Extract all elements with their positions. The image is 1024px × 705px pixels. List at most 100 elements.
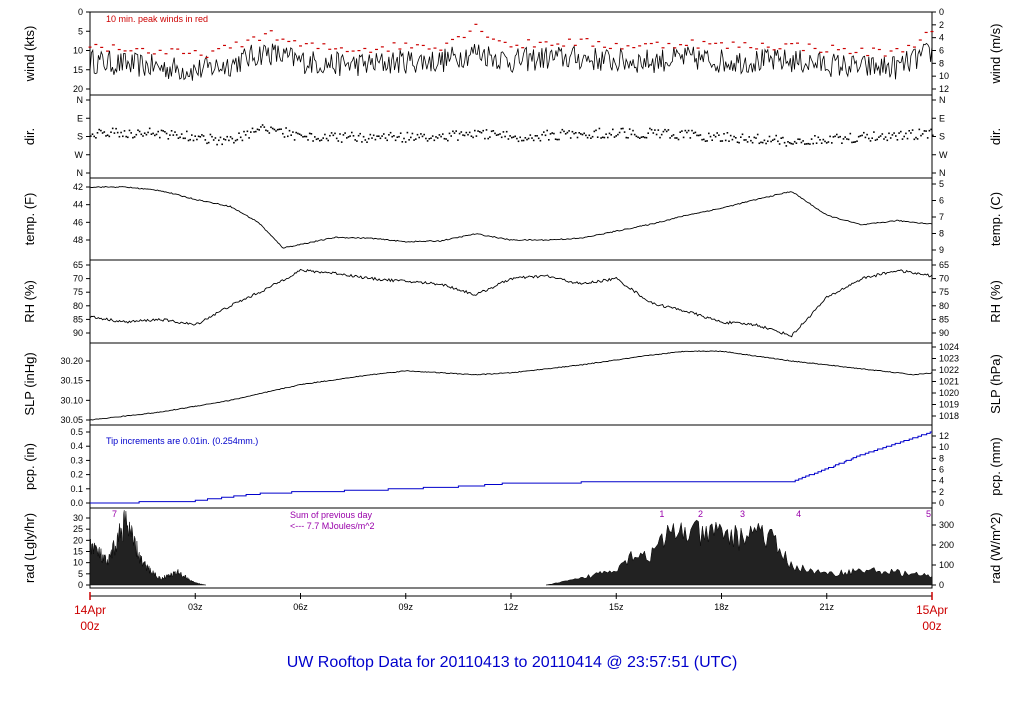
dir-point bbox=[873, 131, 875, 133]
dir-point bbox=[869, 140, 872, 142]
dir-point bbox=[236, 138, 239, 141]
dir-point bbox=[140, 133, 143, 136]
dir-point bbox=[785, 145, 788, 147]
dir-point bbox=[186, 130, 188, 133]
dir-point bbox=[426, 140, 429, 142]
dir-point bbox=[849, 132, 852, 135]
dir-point bbox=[763, 139, 766, 142]
slp-line bbox=[89, 350, 933, 421]
dir-point bbox=[928, 129, 931, 132]
dir-point bbox=[578, 132, 580, 134]
dir-point bbox=[423, 133, 425, 136]
dir-point bbox=[324, 133, 326, 136]
dir-point bbox=[276, 128, 279, 131]
dir-point bbox=[883, 138, 885, 140]
dir-point bbox=[162, 130, 164, 132]
dir-point bbox=[539, 139, 542, 142]
dir-point bbox=[474, 129, 476, 132]
dir-point bbox=[898, 132, 900, 134]
dir-point bbox=[534, 135, 537, 137]
rad-left-tick-label: 5 bbox=[78, 569, 83, 579]
dir-point bbox=[529, 134, 532, 136]
dir-point bbox=[366, 141, 368, 143]
dir-point bbox=[655, 133, 658, 136]
dir-point bbox=[463, 134, 466, 137]
rad-sum-value: <--- 7.7 MJoules/m^2 bbox=[290, 521, 375, 531]
dir-point bbox=[605, 133, 607, 135]
temp-line bbox=[89, 186, 933, 249]
dir-point bbox=[332, 134, 335, 137]
rh-right-tick-label: 65 bbox=[939, 260, 949, 270]
dir-point bbox=[389, 131, 392, 134]
dir-point bbox=[123, 130, 126, 132]
dir-point bbox=[256, 128, 259, 131]
dir-point bbox=[448, 132, 451, 135]
dir-point bbox=[711, 139, 713, 141]
dir-point bbox=[920, 134, 922, 137]
dir-point bbox=[295, 131, 297, 134]
precip-tip-note: Tip increments are 0.01in. (0.254mm.) bbox=[106, 436, 258, 446]
dir-point bbox=[214, 137, 217, 139]
dir-point bbox=[457, 139, 459, 141]
dir-point bbox=[152, 132, 154, 135]
dir-point bbox=[571, 130, 574, 133]
dir-point bbox=[770, 140, 772, 143]
dir-point bbox=[627, 137, 629, 139]
dir-point bbox=[260, 126, 262, 128]
dir-point bbox=[148, 127, 151, 130]
rh-left-tick-label: 85 bbox=[73, 314, 83, 324]
dir-point bbox=[591, 135, 594, 138]
slp-left-tick-label: 30.10 bbox=[60, 395, 83, 405]
dir-point bbox=[650, 128, 653, 131]
dir-point bbox=[443, 137, 446, 140]
dir-point bbox=[746, 141, 749, 143]
dir-point bbox=[484, 137, 486, 140]
dir-point bbox=[667, 129, 670, 131]
dir-point bbox=[644, 136, 646, 139]
dir-point bbox=[915, 136, 917, 139]
dir-point bbox=[580, 133, 582, 135]
dir-point bbox=[884, 136, 887, 138]
dir-point bbox=[814, 135, 816, 137]
dir-point bbox=[731, 138, 734, 141]
wind-left-tick-label: 15 bbox=[73, 65, 83, 75]
dir-point bbox=[108, 135, 111, 138]
dir-point bbox=[665, 130, 668, 133]
dir-point bbox=[841, 142, 843, 144]
dir-point bbox=[349, 135, 351, 137]
dir-point bbox=[553, 132, 555, 135]
dir-point bbox=[202, 135, 205, 137]
dir-point bbox=[167, 138, 170, 140]
dir-point bbox=[854, 141, 857, 143]
dir-point bbox=[516, 137, 518, 140]
dir-point bbox=[879, 135, 882, 137]
dir-point bbox=[768, 135, 771, 138]
wind-speed-line bbox=[89, 42, 933, 81]
wind-frame bbox=[89, 11, 933, 96]
dir-point bbox=[455, 130, 457, 132]
wind-right-tick-label: 10 bbox=[939, 71, 949, 81]
dir-point bbox=[468, 131, 471, 134]
dir-point bbox=[465, 131, 468, 134]
dir-point bbox=[726, 132, 729, 134]
dir-point bbox=[96, 132, 99, 134]
rad-marker: 7 bbox=[112, 509, 117, 519]
dir-point bbox=[876, 138, 878, 141]
dir-point bbox=[809, 143, 811, 145]
dir-left-tick-label: N bbox=[77, 95, 84, 105]
dir-point bbox=[834, 135, 836, 138]
dir-point bbox=[832, 136, 835, 138]
dir-point bbox=[716, 132, 718, 134]
rad-left-tick-label: 15 bbox=[73, 547, 83, 557]
dir-point bbox=[632, 129, 634, 132]
dir-point bbox=[569, 137, 572, 139]
dir-point bbox=[127, 136, 129, 139]
dir-point bbox=[310, 133, 313, 135]
dir-point bbox=[804, 143, 806, 145]
dir-point bbox=[147, 131, 149, 134]
dir-point bbox=[772, 139, 774, 141]
dir-point bbox=[90, 135, 92, 137]
rad-left-tick-label: 25 bbox=[73, 524, 83, 534]
pcp-left-label: pcp. (in) bbox=[22, 443, 37, 490]
